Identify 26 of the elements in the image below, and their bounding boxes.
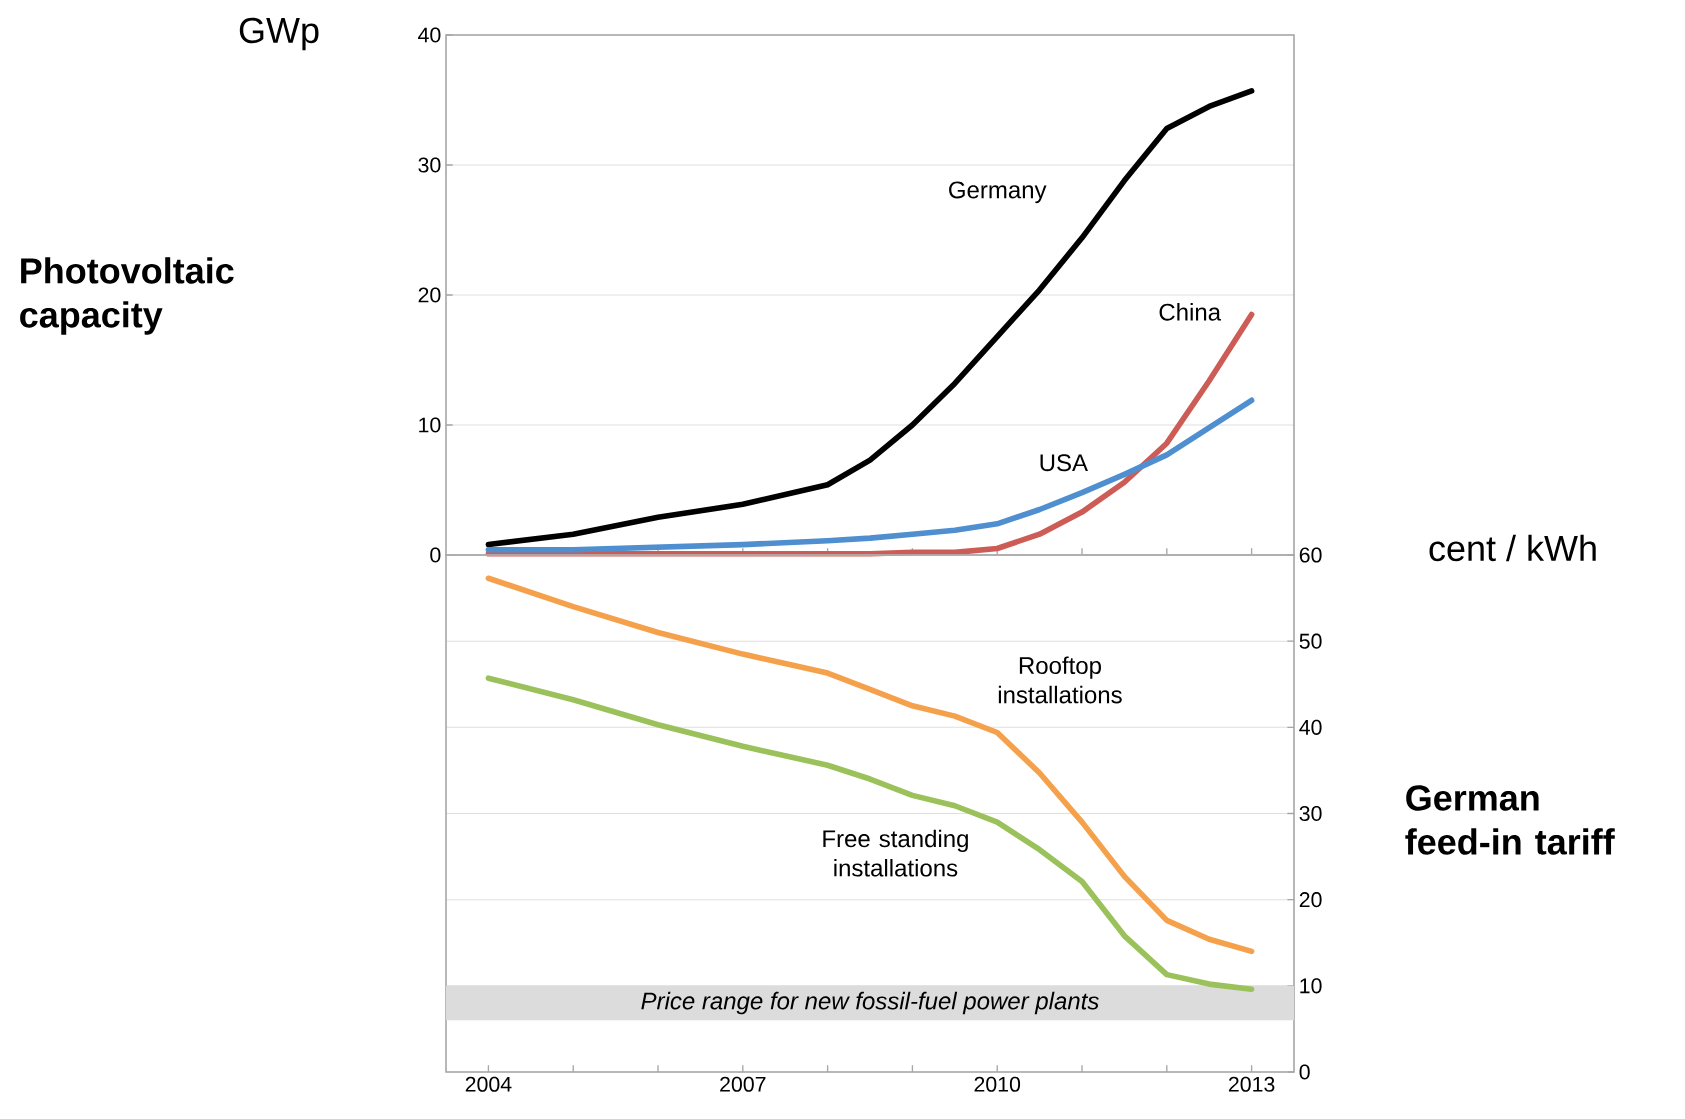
y-tick-label: 10 bbox=[419, 417, 441, 433]
y-tick-label: 60 bbox=[1299, 547, 1322, 563]
y-tick-label: 40 bbox=[418, 27, 441, 43]
text: cent / kWh bbox=[1429, 534, 1596, 562]
text: GWp bbox=[239, 17, 319, 51]
x-tick-label: 2010 bbox=[974, 1076, 1021, 1092]
y-tick-label: 30 bbox=[1299, 805, 1322, 822]
x-tick-label: 2013 bbox=[1228, 1076, 1275, 1092]
series-label: Rooftop installations bbox=[998, 656, 1122, 704]
x-tick-label: 2007 bbox=[720, 1076, 766, 1092]
y-tick-label: 20 bbox=[418, 287, 441, 303]
series-label: China bbox=[1159, 303, 1222, 321]
band-label: Price range for new fossil-fuel power plants bbox=[641, 991, 1099, 1015]
y-axis-title: German feed-in tariff bbox=[1405, 785, 1615, 855]
y-tick-label: 50 bbox=[1299, 633, 1322, 649]
series-label: Free standing installations bbox=[823, 829, 968, 877]
y-tick-label: 30 bbox=[418, 157, 441, 173]
y-axis-title: Photovoltaic capacity bbox=[20, 257, 234, 335]
y-tick-label: 20 bbox=[1299, 892, 1322, 908]
text: Germany bbox=[949, 181, 1047, 204]
y-tick-label: 40 bbox=[1299, 719, 1322, 735]
y-tick-label: 0 bbox=[430, 547, 441, 563]
x-tick-label: 2004 bbox=[465, 1076, 512, 1092]
y-tick-label: 0 bbox=[1299, 1064, 1310, 1080]
y-tick-label: 10 bbox=[1300, 978, 1322, 994]
series-label: USA bbox=[1040, 454, 1088, 472]
